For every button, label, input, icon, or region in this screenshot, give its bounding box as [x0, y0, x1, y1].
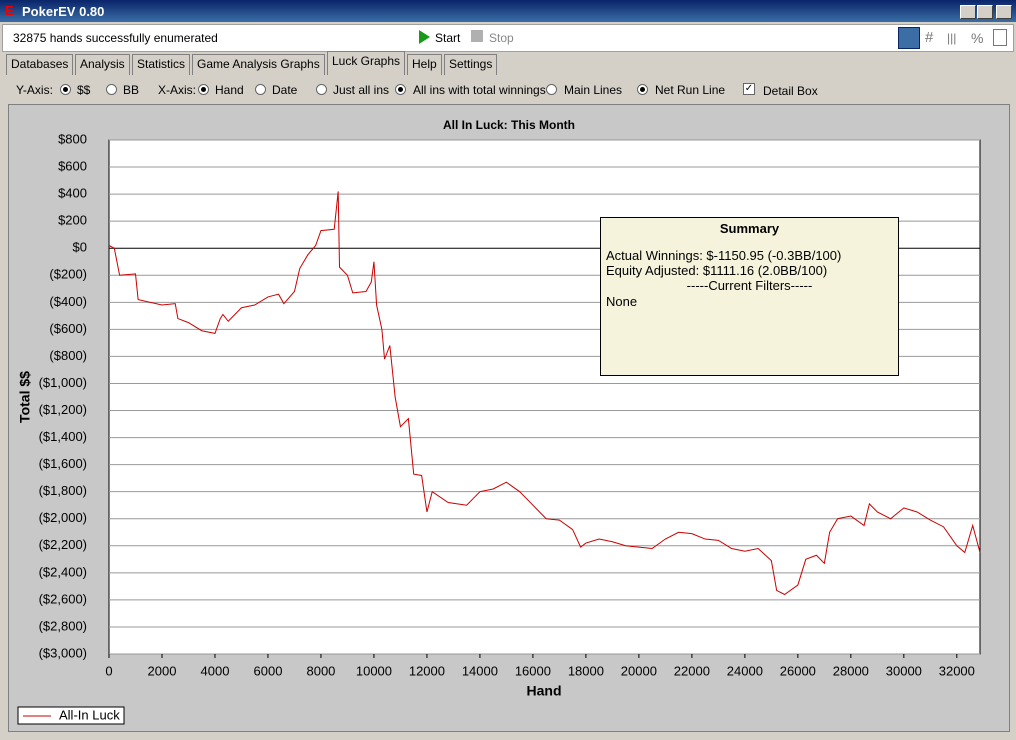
summary-line: Actual Winnings: $-1150.95 (-0.3BB/100) — [606, 248, 842, 263]
option-label[interactable]: Date — [272, 83, 298, 97]
radio[interactable] — [198, 84, 209, 95]
maximize-button[interactable] — [977, 5, 993, 19]
option-label[interactable]: Just all ins — [333, 83, 390, 97]
x-tick-label: 0 — [105, 663, 112, 678]
x-tick-label: 20000 — [621, 663, 657, 678]
data-line — [108, 191, 981, 596]
radio[interactable] — [255, 84, 266, 95]
legend-label: All-In Luck — [59, 707, 120, 722]
radio[interactable] — [637, 84, 648, 95]
y-tick-label: ($200) — [49, 267, 87, 282]
y-tick-label: ($1,600) — [39, 456, 87, 471]
x-tick-label: 10000 — [356, 663, 392, 678]
x-axis-label: X-Axis: — [158, 83, 197, 97]
stop-icon — [471, 30, 483, 42]
y-tick-label: $400 — [58, 186, 87, 201]
minimize-button[interactable] — [960, 5, 976, 19]
tab[interactable]: Luck Graphs — [327, 51, 406, 75]
stop-button: Stop — [489, 31, 514, 45]
y-tick-label: ($1,800) — [39, 483, 87, 498]
y-tick-label: ($1,400) — [39, 429, 87, 444]
y-axis-label: Y-Axis: — [16, 83, 53, 97]
x-tick-label: 12000 — [409, 663, 445, 678]
checkbox[interactable]: ✓ — [743, 83, 755, 95]
y-tick-label: $200 — [58, 213, 87, 228]
summary-line: -----Current Filters----- — [686, 278, 813, 293]
summary-line: Equity Adjusted: $1111.16 (2.0BB/100) — [606, 263, 828, 278]
option-label[interactable]: Main Lines — [564, 83, 623, 97]
radio[interactable] — [60, 84, 71, 95]
summary-box: Summary Actual Winnings: $-1150.95 (-0.3… — [600, 217, 899, 376]
y-tick-label: $800 — [58, 131, 87, 146]
y-tick-label: ($2,600) — [39, 591, 87, 606]
histogram-view-button[interactable]: ||| — [947, 31, 957, 45]
summary-line: None — [606, 294, 638, 309]
x-tick-label: 28000 — [833, 663, 869, 678]
tab[interactable]: Settings — [444, 54, 498, 75]
window-title: PokerEV 0.80 — [22, 4, 105, 19]
y-tick-label: $600 — [58, 158, 87, 173]
x-tick-label: 2000 — [148, 663, 177, 678]
y-tick-label: $0 — [73, 240, 87, 255]
y-axis-title: Total $$ — [17, 371, 33, 423]
chart-title: All In Luck: This Month — [443, 118, 575, 132]
y-tick-label: ($2,000) — [39, 510, 87, 525]
option-label[interactable]: BB — [123, 83, 140, 97]
start-icon[interactable] — [419, 30, 430, 44]
y-tick-label: ($600) — [49, 321, 87, 336]
x-tick-label: 14000 — [462, 663, 498, 678]
y-tick-label: ($400) — [49, 294, 87, 309]
x-tick-label: 8000 — [306, 663, 335, 678]
option-label[interactable]: Hand — [215, 83, 244, 97]
x-tick-label: 4000 — [201, 663, 230, 678]
x-tick-label: 6000 — [254, 663, 283, 678]
x-tick-label: 30000 — [886, 663, 922, 678]
tab[interactable]: Help — [407, 54, 442, 75]
x-tick-label: 26000 — [780, 663, 816, 678]
y-tick-label: ($2,200) — [39, 537, 87, 552]
x-tick-label: 16000 — [515, 663, 551, 678]
x-tick-label: 32000 — [939, 663, 975, 678]
app-icon: E — [5, 3, 14, 18]
percent-view-button[interactable]: % — [971, 30, 984, 46]
status-text: 32875 hands successfully enumerated — [13, 31, 218, 45]
x-axis-title: Hand — [527, 683, 562, 699]
summary-title: Summary — [719, 221, 780, 236]
radio[interactable] — [395, 84, 406, 95]
y-tick-label: ($800) — [49, 348, 87, 363]
y-tick-label: ($3,000) — [39, 645, 87, 660]
x-tick-label: 24000 — [727, 663, 763, 678]
radio[interactable] — [316, 84, 327, 95]
legend-box — [17, 706, 125, 725]
x-tick-label: 18000 — [568, 663, 604, 678]
y-tick-label: ($1,200) — [39, 402, 87, 417]
title-bar: E PokerEV 0.80 — [0, 0, 1016, 22]
option-label[interactable]: Net Run Line — [655, 83, 726, 97]
tab[interactable]: Game Analysis Graphs — [192, 54, 325, 75]
y-tick-label: ($1,000) — [39, 375, 87, 390]
start-button[interactable]: Start — [435, 31, 461, 45]
radio[interactable] — [106, 84, 117, 95]
tab[interactable]: Analysis — [75, 54, 130, 75]
tab[interactable]: Statistics — [132, 54, 191, 75]
grid-view-button[interactable]: # — [925, 29, 934, 46]
option-label[interactable]: All ins with total winnings — [413, 83, 546, 97]
close-button[interactable] — [996, 5, 1012, 19]
graph-view-button[interactable] — [898, 27, 920, 49]
x-tick-label: 22000 — [674, 663, 710, 678]
y-tick-label: ($2,800) — [39, 618, 87, 633]
tab[interactable]: Databases — [6, 54, 74, 75]
chart-panel: All In Luck: This Month Hand Total $$ ($… — [8, 104, 1010, 732]
option-label[interactable]: Detail Box — [763, 84, 818, 98]
y-tick-label: ($2,400) — [39, 564, 87, 579]
status-bar: 32875 hands successfully enumerated Star… — [2, 24, 1014, 52]
list-view-button[interactable] — [993, 29, 1007, 46]
chart: All In Luck: This Month Hand Total $$ ($… — [17, 118, 981, 725]
radio[interactable] — [546, 84, 557, 95]
option-label[interactable]: $$ — [77, 83, 91, 97]
